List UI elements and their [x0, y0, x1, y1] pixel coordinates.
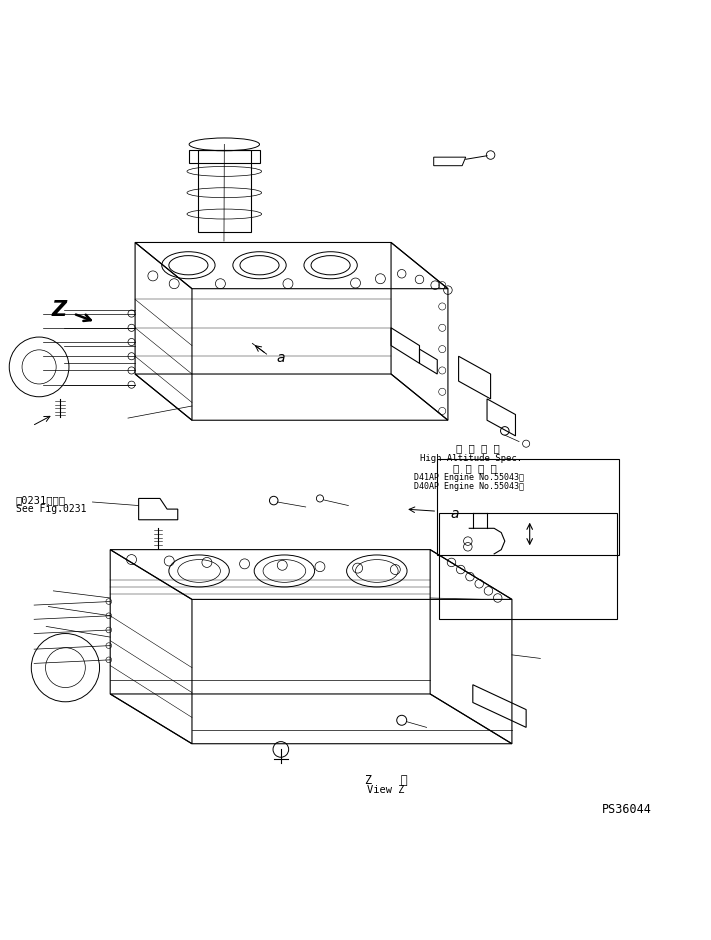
Text: a: a: [277, 351, 285, 365]
Text: 適 用 号 機: 適 用 号 機: [453, 462, 497, 473]
Text: 第0231図参照: 第0231図参照: [16, 494, 65, 505]
Text: PS36044: PS36044: [602, 804, 652, 816]
Text: View Z: View Z: [368, 785, 405, 795]
Text: Z: Z: [51, 300, 67, 320]
Text: a: a: [451, 507, 459, 521]
Text: High Altitude Spec.: High Altitude Spec.: [420, 454, 523, 463]
Text: D41AP Engine No.55043～: D41AP Engine No.55043～: [415, 473, 524, 481]
Text: See Fig.0231: See Fig.0231: [16, 504, 86, 514]
Text: D40AP Engine No.55043～: D40AP Engine No.55043～: [415, 482, 524, 491]
Text: Z    視: Z 視: [365, 775, 407, 787]
Text: 高 地 仕 様: 高 地 仕 様: [456, 444, 500, 454]
